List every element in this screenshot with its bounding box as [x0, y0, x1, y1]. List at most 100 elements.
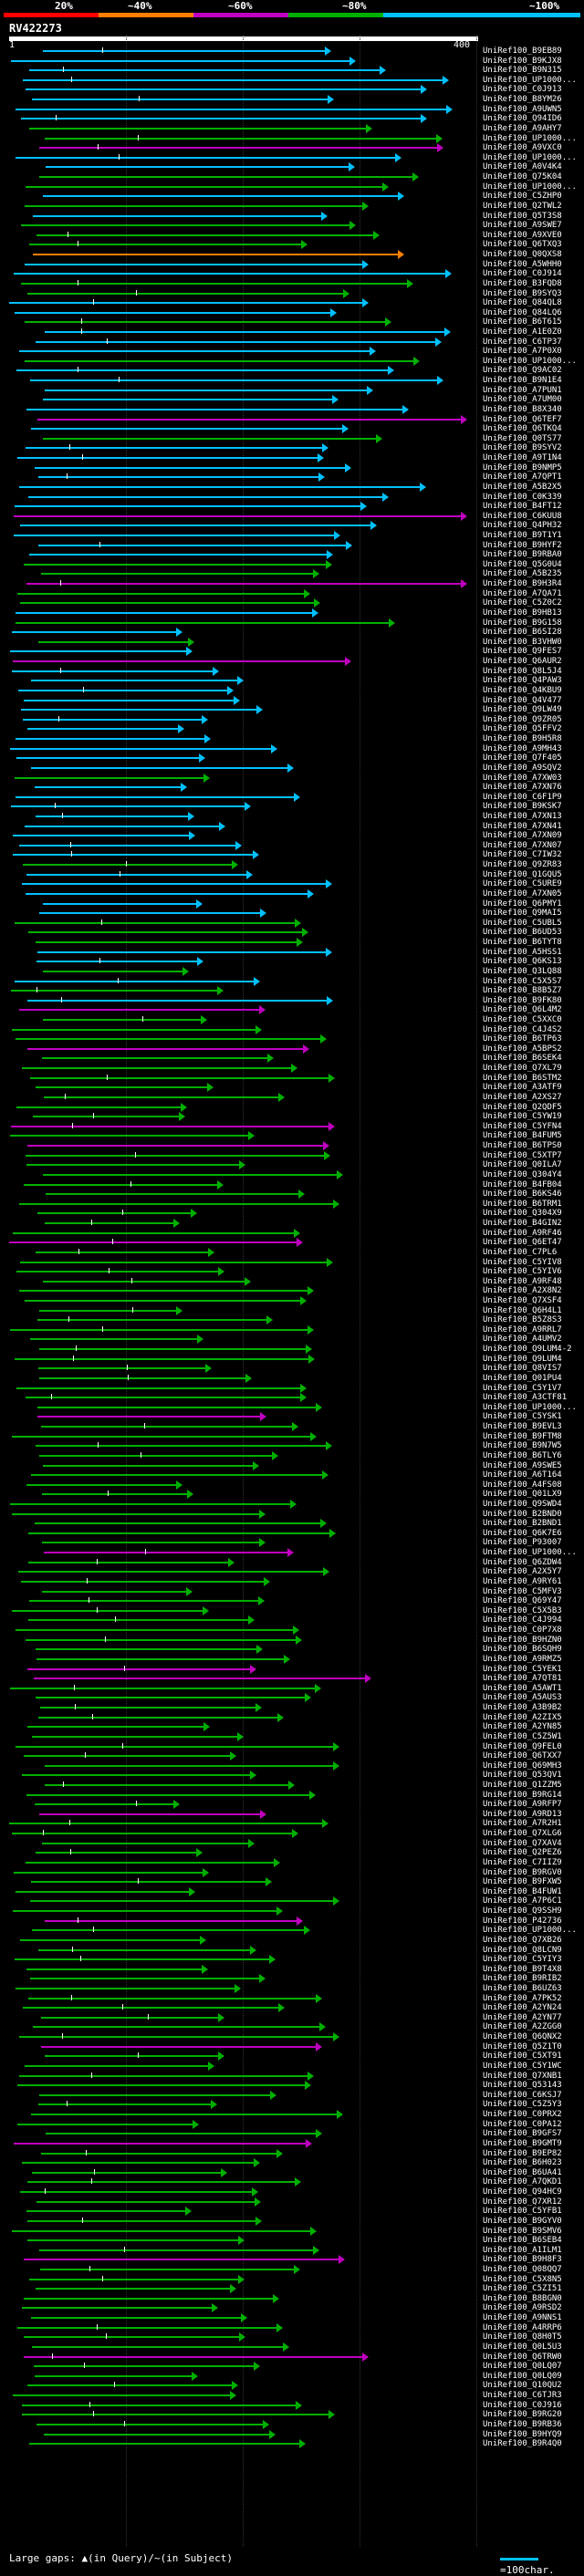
hit-label[interactable]: UniRef100_Q01PU4	[483, 1373, 562, 1383]
hit-label[interactable]: UniRef100_B9EP82	[483, 2148, 562, 2158]
hit-label[interactable]: UniRef100_Q7XNB1	[483, 2071, 562, 2081]
hit-row[interactable]: UniRef100_A9RFP7	[0, 1799, 584, 1810]
hit-label[interactable]: UniRef100_Q01LX9	[483, 1490, 562, 1500]
hit-label[interactable]: UniRef100_B9H8F3	[483, 2255, 562, 2265]
hit-row[interactable]: UniRef100_C5Z5Y3	[0, 2099, 584, 2110]
hit-label[interactable]: UniRef100_A7QA71	[483, 588, 562, 598]
hit-row[interactable]: UniRef100_A5WHH0	[0, 259, 584, 270]
hit-row[interactable]: UniRef100_A5B2X5	[0, 482, 584, 493]
hit-row[interactable]: UniRef100_C0PRX2	[0, 2109, 584, 2120]
hit-row[interactable]: UniRef100_B9HYQ9	[0, 2429, 584, 2440]
hit-label[interactable]: UniRef100_A5AUS3	[483, 1693, 562, 1703]
hit-row[interactable]: UniRef100_B6KS46	[0, 1189, 584, 1200]
hit-row[interactable]: UniRef100_Q01PU4	[0, 1373, 584, 1384]
hit-row[interactable]: UniRef100_B8BGN0	[0, 2293, 584, 2304]
hit-label[interactable]: UniRef100_B6SEB4	[483, 2236, 562, 2246]
hit-label[interactable]: UniRef100_C6F1P9	[483, 792, 562, 802]
hit-label[interactable]: UniRef100_Q6PMY1	[483, 898, 562, 909]
hit-row[interactable]: UniRef100_B9EVL3	[0, 1421, 584, 1432]
hit-row[interactable]: UniRef100_Q8VIS7	[0, 1363, 584, 1374]
hit-label[interactable]: UniRef100_A7P0X0	[483, 347, 562, 357]
hit-label[interactable]: UniRef100_B6STM2	[483, 1073, 562, 1083]
hit-label[interactable]: UniRef100_C4J4S2	[483, 1024, 562, 1034]
hit-row[interactable]: UniRef100_B5Z8S3	[0, 1314, 584, 1325]
hit-row[interactable]: UniRef100_C5YFB1	[0, 2206, 584, 2217]
hit-label[interactable]: UniRef100_A9T1N4	[483, 453, 562, 463]
hit-label[interactable]: UniRef100_Q2TWL2	[483, 201, 562, 211]
hit-row[interactable]: UniRef100_Q3LQ88	[0, 966, 584, 977]
hit-row[interactable]: UniRef100_A1E0Z0	[0, 327, 584, 338]
hit-row[interactable]: UniRef100_Q8H0T5	[0, 2332, 584, 2342]
hit-row[interactable]: UniRef100_Q6L4M2	[0, 1004, 584, 1015]
hit-label[interactable]: UniRef100_B9EVL3	[483, 1422, 562, 1432]
hit-row[interactable]: UniRef100_B6STM2	[0, 1073, 584, 1084]
hit-label[interactable]: UniRef100_C4J994	[483, 1615, 562, 1626]
hit-row[interactable]: UniRef100_B9SMV6	[0, 2226, 584, 2237]
hit-label[interactable]: UniRef100_Q5G0U4	[483, 559, 562, 569]
hit-row[interactable]: UniRef100_A4RRP6	[0, 2322, 584, 2333]
hit-label[interactable]: UniRef100_A7QKD1	[483, 2177, 562, 2187]
hit-label[interactable]: UniRef100_C6TJR3	[483, 2391, 562, 2401]
hit-label[interactable]: UniRef100_Q0L5U3	[483, 2342, 562, 2352]
hit-label[interactable]: UniRef100_B9FTM8	[483, 1431, 562, 1441]
hit-row[interactable]: UniRef100_A2XS27	[0, 1092, 584, 1103]
hit-label[interactable]: UniRef100_B9KSK7	[483, 802, 562, 812]
hit-label[interactable]: UniRef100_Q53QV1	[483, 1771, 562, 1781]
hit-label[interactable]: UniRef100_A5AWT1	[483, 1683, 562, 1693]
hit-row[interactable]: UniRef100_C0PA12	[0, 2119, 584, 2130]
hit-row[interactable]: UniRef100_A9SWE5	[0, 1460, 584, 1471]
hit-label[interactable]: UniRef100_Q9FEL0	[483, 1741, 562, 1751]
hit-label[interactable]: UniRef100_C5X5S7	[483, 976, 562, 986]
hit-row[interactable]: UniRef100_A9MH43	[0, 743, 584, 754]
hit-row[interactable]: UniRef100_B9RGV0	[0, 1867, 584, 1878]
hit-row[interactable]: UniRef100_C5XXC0	[0, 1014, 584, 1025]
hit-row[interactable]: UniRef100_A3CTF81	[0, 1392, 584, 1403]
hit-row[interactable]: UniRef100_UP1000...	[0, 152, 584, 163]
hit-row[interactable]: UniRef100_A7QT81	[0, 1673, 584, 1684]
hit-row[interactable]: UniRef100_P93007	[0, 1537, 584, 1548]
hit-label[interactable]: UniRef100_A9AHY7	[483, 123, 562, 133]
hit-label[interactable]: UniRef100_Q9LUM4	[483, 1354, 562, 1364]
hit-label[interactable]: UniRef100_Q9SSH9	[483, 1906, 562, 1916]
hit-label[interactable]: UniRef100_Q94ID6	[483, 114, 562, 124]
hit-row[interactable]: UniRef100_B9RIB2	[0, 1973, 584, 1984]
hit-label[interactable]: UniRef100_Q2PEZ6	[483, 1848, 562, 1858]
hit-label[interactable]: UniRef100_A6T164	[483, 1470, 562, 1480]
hit-row[interactable]: UniRef100_Q01LX9	[0, 1489, 584, 1500]
hit-label[interactable]: UniRef100_B4GIN2	[483, 1219, 562, 1229]
hit-label[interactable]: UniRef100_B9SYQ3	[483, 288, 562, 298]
hit-label[interactable]: UniRef100_B9N1E4	[483, 376, 562, 386]
hit-row[interactable]: UniRef100_B4FT12	[0, 501, 584, 512]
hit-row[interactable]: UniRef100_B9HB13	[0, 608, 584, 618]
hit-row[interactable]: UniRef100_A2YN24	[0, 2002, 584, 2013]
hit-row[interactable]: UniRef100_A9XVE0	[0, 230, 584, 241]
hit-label[interactable]: UniRef100_B9N7W5	[483, 1441, 562, 1451]
hit-label[interactable]: UniRef100_P42736	[483, 1916, 562, 1926]
hit-row[interactable]: UniRef100_Q4PH32	[0, 520, 584, 531]
hit-row[interactable]: UniRef100_A9RSD2	[0, 2302, 584, 2313]
hit-row[interactable]: UniRef100_Q8LCN9	[0, 1945, 584, 1956]
hit-row[interactable]: UniRef100_Q2QDF5	[0, 1102, 584, 1113]
hit-label[interactable]: UniRef100_B9RB36	[483, 2419, 562, 2429]
hit-row[interactable]: UniRef100_A9NNS1	[0, 2312, 584, 2323]
hit-row[interactable]: UniRef100_Q0L5U3	[0, 2342, 584, 2353]
hit-label[interactable]: UniRef100_C0J914	[483, 269, 562, 279]
hit-row[interactable]: UniRef100_A9RY61	[0, 1576, 584, 1587]
hit-row[interactable]: UniRef100_A2YN77	[0, 2012, 584, 2023]
hit-label[interactable]: UniRef100_Q7XL79	[483, 1064, 562, 1074]
hit-label[interactable]: UniRef100_C5YW19	[483, 1112, 562, 1122]
hit-label[interactable]: UniRef100_B9FXW5	[483, 1877, 562, 1887]
hit-row[interactable]: UniRef100_Q0QXS8	[0, 249, 584, 260]
hit-row[interactable]: UniRef100_A4FS08	[0, 1480, 584, 1491]
hit-label[interactable]: UniRef100_A9VXC0	[483, 143, 562, 153]
hit-row[interactable]: UniRef100_P42736	[0, 1916, 584, 1927]
hit-row[interactable]: UniRef100_Q7XB26	[0, 1935, 584, 1946]
hit-row[interactable]: UniRef100_B9H5R8	[0, 733, 584, 744]
hit-row[interactable]: UniRef100_UP1000...	[0, 75, 584, 86]
hit-row[interactable]: UniRef100_Q84LQ6	[0, 307, 584, 318]
hit-label[interactable]: UniRef100_A9SWE5	[483, 1460, 562, 1470]
hit-label[interactable]: UniRef100_C5YEK1	[483, 1664, 562, 1674]
hit-label[interactable]: UniRef100_A1ILM1	[483, 2245, 562, 2255]
hit-label[interactable]: UniRef100_B9GFS7	[483, 2129, 562, 2139]
hit-row[interactable]: UniRef100_UP1000...	[0, 1925, 584, 1936]
